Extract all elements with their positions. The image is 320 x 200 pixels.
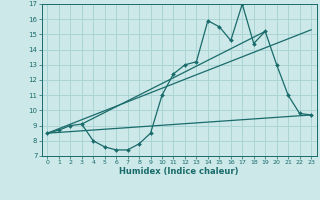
X-axis label: Humidex (Indice chaleur): Humidex (Indice chaleur): [119, 167, 239, 176]
